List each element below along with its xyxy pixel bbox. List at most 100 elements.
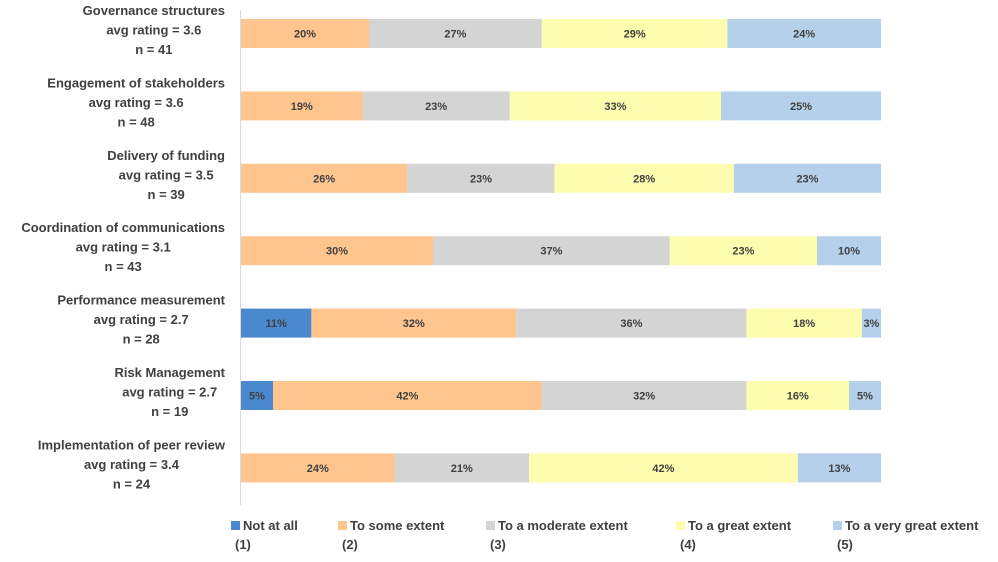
legend-code: (1) bbox=[235, 537, 251, 552]
data-label: 26% bbox=[313, 173, 335, 185]
category-n: n = 48 bbox=[118, 114, 155, 129]
bar-segment bbox=[746, 308, 862, 338]
category-avg-rating: avg rating = 2.7 bbox=[122, 385, 217, 400]
legend-swatch bbox=[833, 521, 842, 530]
category-n: n = 24 bbox=[113, 476, 151, 491]
legend-code: (3) bbox=[490, 537, 506, 552]
bar-segment bbox=[241, 308, 312, 338]
category-name: Implementation of peer review bbox=[38, 437, 226, 452]
bar-segment bbox=[817, 236, 881, 266]
category-n: n = 39 bbox=[148, 187, 185, 202]
bar-segment bbox=[241, 19, 369, 48]
data-label: 29% bbox=[624, 29, 646, 41]
category-name: Delivery of funding bbox=[107, 148, 225, 163]
bar-segment bbox=[241, 91, 363, 121]
bars-layer: 20% 27% 29% 24% 19% 23% 33% 25% 26% 23% 28% 23% 30% 3… bbox=[241, 19, 881, 483]
data-label: 3% bbox=[863, 318, 879, 330]
bar-segment bbox=[407, 163, 555, 193]
legend-code: (4) bbox=[680, 537, 696, 552]
category-avg-rating: avg rating = 3.5 bbox=[119, 167, 214, 182]
legend-item: To some extent (2) bbox=[338, 516, 444, 554]
category-name: Coordination of communications bbox=[21, 220, 225, 235]
bar-segment bbox=[669, 236, 817, 266]
category-n: n = 43 bbox=[105, 259, 142, 274]
bar-segment bbox=[362, 91, 510, 121]
data-label: 32% bbox=[403, 318, 425, 330]
data-label: 18% bbox=[793, 318, 815, 330]
bar-segment bbox=[849, 381, 881, 410]
bar-segment bbox=[516, 308, 747, 338]
bar-segment bbox=[797, 453, 881, 483]
data-label: 28% bbox=[633, 173, 655, 185]
data-label: 24% bbox=[793, 29, 815, 41]
bar-segment bbox=[727, 19, 881, 48]
bar-segment bbox=[554, 163, 734, 193]
legend-swatch bbox=[486, 521, 495, 530]
legend-code: (5) bbox=[837, 537, 853, 552]
data-label: 42% bbox=[652, 463, 674, 475]
data-label: 23% bbox=[470, 173, 492, 185]
bar-segment bbox=[721, 91, 881, 121]
legend-swatch bbox=[231, 521, 240, 530]
data-label: 11% bbox=[265, 318, 287, 330]
bar-segment bbox=[733, 163, 881, 193]
bar-segment bbox=[529, 453, 798, 483]
bar-segment bbox=[241, 381, 273, 410]
bar-segment bbox=[311, 308, 517, 338]
category-avg-rating: avg rating = 3.6 bbox=[106, 23, 201, 38]
category-avg-rating: avg rating = 2.7 bbox=[94, 312, 189, 327]
legend: Not at all (1) To some extent (2) To a moder… bbox=[0, 516, 998, 562]
category-n: n = 41 bbox=[135, 42, 172, 57]
bar-segment bbox=[541, 381, 747, 410]
bar-segment bbox=[241, 453, 395, 483]
legend-label: To a great extent bbox=[688, 518, 792, 533]
category-avg-rating: avg rating = 3.6 bbox=[89, 95, 184, 110]
data-label: 32% bbox=[633, 391, 655, 403]
legend-item: To a very great extent (5) bbox=[833, 516, 978, 554]
data-label: 5% bbox=[857, 391, 873, 403]
category-name: Engagement of stakeholders bbox=[47, 75, 225, 90]
data-label: 16% bbox=[787, 391, 809, 403]
bar-segment bbox=[273, 381, 542, 410]
category-avg-rating: avg rating = 3.1 bbox=[76, 240, 171, 255]
category-name: Risk Management bbox=[114, 365, 225, 380]
category-labels-layer: Governance structures avg rating = 3.6 n =… bbox=[21, 3, 226, 491]
data-label: 23% bbox=[796, 173, 818, 185]
bar-segment bbox=[394, 453, 529, 483]
data-label: 5% bbox=[249, 391, 265, 403]
legend-code: (2) bbox=[342, 537, 358, 552]
legend-item: Not at all (1) bbox=[231, 516, 298, 554]
data-label: 24% bbox=[307, 463, 329, 475]
data-label: 13% bbox=[828, 463, 850, 475]
data-label: 23% bbox=[425, 101, 447, 113]
legend-swatch bbox=[338, 521, 347, 530]
category-name: Performance measurement bbox=[57, 293, 225, 308]
bar-segment bbox=[746, 381, 849, 410]
data-label: 20% bbox=[294, 29, 316, 41]
bar-segment bbox=[861, 308, 881, 338]
bar-segment bbox=[541, 19, 728, 48]
data-label: 30% bbox=[326, 246, 348, 258]
data-label: 42% bbox=[396, 391, 418, 403]
category-avg-rating: avg rating = 3.4 bbox=[84, 457, 180, 472]
legend-item: To a moderate extent (3) bbox=[486, 516, 628, 554]
legend-swatch bbox=[676, 521, 685, 530]
bar-segment bbox=[241, 163, 408, 193]
data-label: 33% bbox=[604, 101, 626, 113]
bar-segment bbox=[509, 91, 721, 121]
data-label: 25% bbox=[790, 101, 812, 113]
legend-label: To a moderate extent bbox=[498, 518, 628, 533]
data-label: 36% bbox=[620, 318, 642, 330]
data-label: 21% bbox=[451, 463, 473, 475]
data-label: 23% bbox=[732, 246, 754, 258]
category-name: Governance structures bbox=[83, 3, 225, 18]
legend-item: To a great extent (4) bbox=[676, 516, 791, 554]
data-label: 27% bbox=[444, 29, 466, 41]
bar-segment bbox=[241, 236, 433, 266]
data-label: 10% bbox=[838, 246, 860, 258]
category-n: n = 28 bbox=[123, 332, 160, 347]
legend-label: To some extent bbox=[350, 518, 445, 533]
data-label: 37% bbox=[540, 246, 562, 258]
legend-label: To a very great extent bbox=[845, 518, 979, 533]
